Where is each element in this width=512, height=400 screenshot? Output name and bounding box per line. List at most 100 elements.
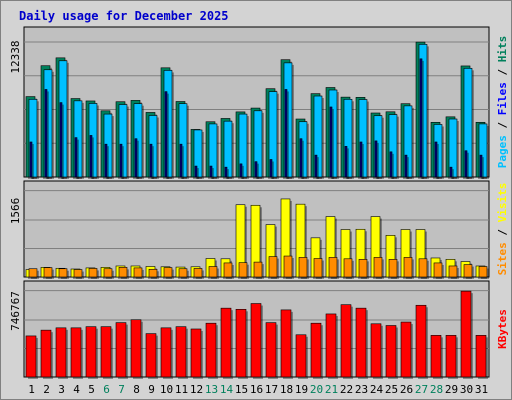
sites-bar-29 [448, 265, 458, 278]
sites-bar-20 [313, 258, 323, 278]
pages-bar-1-shadow [32, 143, 34, 179]
sites-bar-3 [58, 268, 68, 278]
pages-bar-7-shadow [122, 146, 124, 179]
kbytes-bar-14 [220, 307, 232, 378]
files-bar-13 [208, 123, 218, 178]
x-tick-label: 16 [250, 383, 263, 396]
sites-bar-22 [343, 258, 353, 278]
files-bar-8 [133, 103, 143, 178]
side-label-part: Files [496, 82, 509, 115]
x-tick-label: 27 [415, 383, 428, 396]
x-tick-label: 3 [58, 383, 65, 396]
kbytes-bar-13 [205, 322, 217, 378]
files-bar-15 [238, 113, 248, 178]
pages-bar-8 [134, 138, 138, 178]
pages-bar-16-shadow [257, 163, 259, 179]
pages-bar-1 [29, 141, 33, 178]
files-bar-16 [253, 110, 263, 178]
sites-bar-4 [73, 269, 83, 278]
pages-bar-27-shadow [422, 60, 424, 179]
pages-bar-15-shadow [242, 165, 244, 179]
sites-bar-12 [193, 268, 203, 278]
x-tick-label: 26 [400, 383, 413, 396]
files-bar-3 [58, 60, 68, 178]
kbytes-bar-23 [355, 307, 367, 378]
pages-bar-11-shadow [182, 146, 184, 179]
x-tick-label: 19 [295, 383, 308, 396]
kbytes-bar-3 [55, 327, 67, 378]
kbytes-bar-24 [370, 323, 382, 378]
x-tick-label: 17 [265, 383, 278, 396]
x-tick-label: 29 [445, 383, 458, 396]
pages-bar-18 [284, 89, 288, 178]
pages-bar-6-shadow [107, 146, 109, 179]
pages-bar-2 [44, 89, 48, 178]
x-tick-label: 8 [133, 383, 140, 396]
files-bar-6 [103, 113, 113, 178]
side-label-part: / [496, 222, 509, 242]
sites-bar-5 [88, 268, 98, 278]
x-tick-label: 28 [430, 383, 443, 396]
pages-bar-7 [119, 143, 123, 178]
kbytes-bar-29 [445, 335, 457, 378]
x-tick-label: 9 [148, 383, 155, 396]
files-bar-18 [283, 62, 293, 178]
kbytes-bar-18 [280, 309, 292, 378]
sites-bar-8 [133, 267, 143, 278]
files-bar-27 [418, 44, 428, 178]
sites-bar-21 [328, 257, 338, 278]
kbytes-bar-7 [115, 322, 127, 378]
pages-bar-3 [59, 102, 63, 178]
side-label-part: Sites [496, 242, 509, 275]
x-tick-label: 12 [190, 383, 203, 396]
sites-bar-11 [178, 268, 188, 278]
pages-bar-24-shadow [377, 142, 379, 179]
pages-bar-20-shadow [317, 157, 319, 179]
pages-bar-29-shadow [452, 169, 454, 179]
kbytes-bar-5 [85, 326, 97, 378]
x-tick-label: 6 [103, 383, 110, 396]
pages-bar-14 [224, 166, 228, 178]
pages-bar-21-shadow [332, 108, 334, 179]
files-bar-23 [358, 99, 368, 178]
side-label-part: Visits [496, 183, 509, 223]
files-bar-24 [373, 115, 383, 178]
pages-bar-13 [209, 165, 213, 178]
pages-bar-17-shadow [272, 161, 274, 179]
pages-bar-4-shadow [77, 139, 79, 179]
files-bar-12 [193, 129, 203, 178]
pages-bar-14-shadow [227, 169, 229, 179]
pages-bar-9-shadow [152, 146, 154, 179]
files-bar-7 [118, 104, 128, 178]
sites-bar-15 [238, 262, 248, 278]
pages-bar-29 [449, 166, 453, 178]
pages-bar-22 [344, 146, 348, 178]
sites-bar-26 [403, 257, 413, 278]
files-bar-29 [448, 118, 458, 178]
x-tick-label: 22 [340, 383, 353, 396]
pages-bar-31 [479, 154, 483, 178]
chart-title: Daily usage for December 2025 [19, 9, 229, 23]
sites-bar-6 [103, 268, 113, 278]
kbytes-bar-6 [100, 326, 112, 378]
x-tick-label: 13 [205, 383, 218, 396]
x-tick-label: 31 [475, 383, 488, 396]
pages-bar-17 [269, 159, 273, 178]
chart-panel-2: 1566 Sites / Visits [9, 180, 509, 279]
y-max-label: 746767 [9, 291, 22, 331]
sites-bar-28 [433, 262, 443, 278]
pages-bar-19-shadow [302, 140, 304, 179]
sites-bar-16 [253, 261, 263, 278]
pages-bar-26 [404, 154, 408, 178]
pages-bar-31-shadow [482, 157, 484, 179]
pages-bar-22-shadow [347, 148, 349, 179]
pages-bar-2-shadow [47, 91, 49, 179]
pages-bar-26-shadow [407, 157, 409, 179]
series-side-label: Pages / Files / Hits [496, 36, 509, 169]
sites-bar-9 [148, 268, 158, 278]
files-bar-17 [268, 91, 278, 178]
kbytes-bar-10 [160, 327, 172, 378]
sites-bar-19 [298, 257, 308, 278]
